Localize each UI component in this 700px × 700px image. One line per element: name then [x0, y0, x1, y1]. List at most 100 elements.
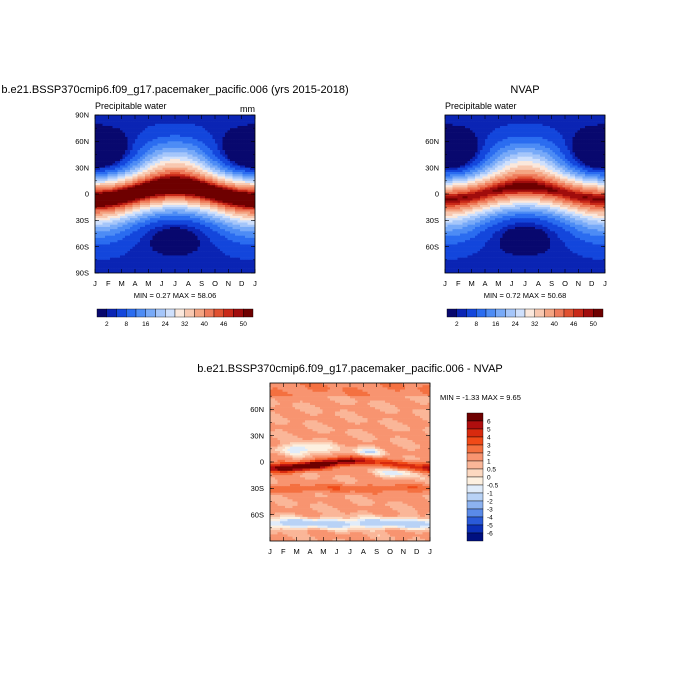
field-cell [167, 132, 171, 136]
field-cell [200, 200, 203, 204]
field-cell [140, 165, 143, 168]
field-cell [170, 176, 173, 179]
field-cell [175, 270, 178, 273]
field-cell [130, 255, 133, 258]
field-cell [192, 141, 196, 144]
field-cell [245, 196, 248, 199]
field-cell [230, 161, 233, 164]
field-cell [167, 123, 171, 127]
field-cell [530, 121, 533, 125]
field-cell [145, 220, 148, 223]
field-cell [237, 128, 241, 131]
y-tick-label: 90S [76, 269, 89, 278]
field-cell [217, 169, 221, 173]
field-cell [215, 213, 218, 217]
field-cell [202, 222, 206, 226]
field-cell [450, 123, 453, 127]
field-cell [142, 147, 146, 151]
field-cell [107, 161, 111, 164]
field-cell [112, 257, 116, 261]
field-cell [95, 115, 98, 118]
field-cell [147, 152, 151, 155]
field-cell [455, 121, 458, 125]
field-cell [100, 174, 103, 177]
field-cell [172, 134, 176, 138]
field-cell [135, 218, 138, 221]
field-cell [230, 240, 233, 243]
field-cell [185, 128, 188, 131]
field-cell [107, 266, 111, 269]
field-cell [250, 218, 253, 221]
field-cell [127, 244, 131, 247]
field-cell [227, 229, 231, 232]
field-cell [245, 176, 248, 179]
field-cell [125, 215, 128, 219]
field-cell [177, 178, 181, 182]
field-cell [160, 187, 163, 190]
field-cell [140, 220, 143, 223]
field-cell [182, 128, 186, 131]
field-cell [182, 178, 186, 182]
field-cell [212, 121, 216, 125]
field-cell [125, 178, 128, 182]
field-cell [222, 198, 226, 201]
field-cell [225, 163, 228, 166]
field-cell [200, 231, 203, 234]
field-cell [230, 242, 233, 245]
field-cell [150, 158, 153, 162]
field-cell [215, 202, 218, 206]
field-cell [142, 180, 146, 184]
field-cell [200, 139, 203, 142]
field-cell [242, 176, 246, 179]
field-cell [212, 163, 216, 166]
field-cell [247, 123, 251, 127]
field-cell [127, 167, 131, 171]
field-cell [205, 180, 208, 184]
field-cell [225, 194, 228, 197]
field-cell [107, 130, 111, 133]
field-cell [212, 187, 216, 190]
field-cell [120, 176, 123, 179]
field-cell [152, 262, 156, 265]
field-cell [220, 145, 223, 149]
field-cell [97, 213, 101, 217]
field-cell [240, 200, 243, 204]
field-cell [125, 255, 128, 258]
field-cell [117, 259, 121, 263]
field-cell [157, 248, 161, 252]
field-cell [252, 200, 255, 204]
field-cell [172, 161, 176, 164]
field-cell [175, 183, 178, 186]
field-cell [202, 242, 206, 245]
field-cell [160, 209, 163, 212]
field-cell [190, 189, 193, 193]
field-cell [100, 152, 103, 155]
field-cell [217, 145, 221, 149]
field-cell [562, 121, 566, 125]
field-cell [142, 128, 146, 131]
field-cell [145, 183, 148, 186]
field-cell [227, 235, 231, 239]
field-cell [512, 117, 516, 120]
field-cell [225, 207, 228, 210]
field-cell [237, 204, 241, 208]
field-cell [115, 128, 118, 131]
field-cell [137, 237, 141, 241]
field-cell [160, 154, 163, 157]
field-cell [195, 150, 198, 153]
field-cell [467, 123, 471, 127]
field-cell [252, 231, 255, 234]
field-cell [125, 167, 128, 171]
field-cell [205, 172, 208, 175]
field-cell [157, 226, 161, 230]
field-cell [142, 185, 146, 188]
field-cell [155, 154, 158, 157]
field-cell [180, 237, 183, 241]
field-cell [565, 117, 568, 120]
field-cell [192, 154, 196, 157]
field-cell [505, 117, 508, 120]
field-cell [162, 194, 166, 197]
field-cell [467, 119, 471, 122]
field-cell [120, 240, 123, 243]
field-cell [450, 119, 453, 122]
